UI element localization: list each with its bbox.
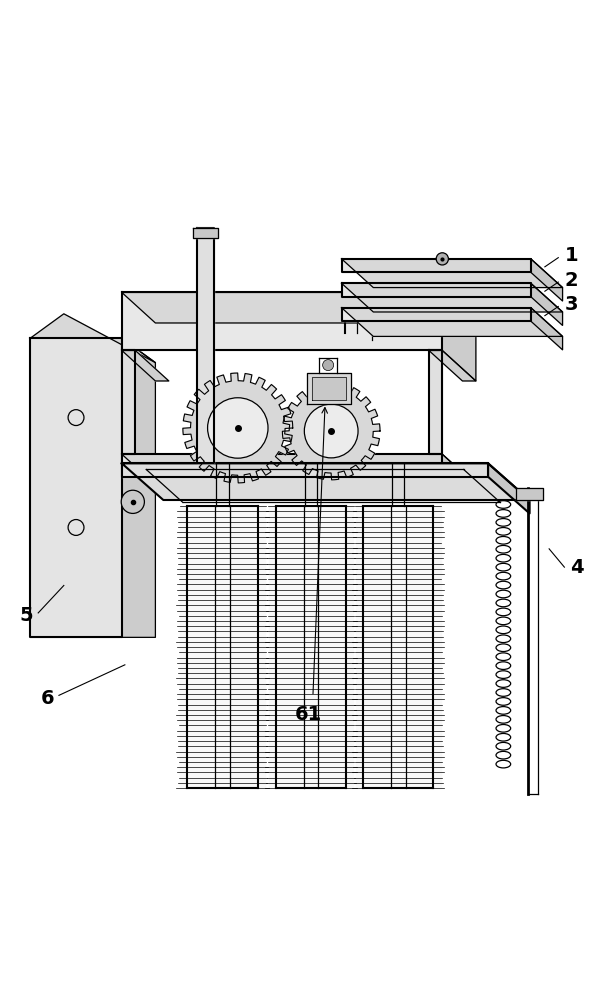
Polygon shape (531, 259, 562, 301)
Polygon shape (122, 338, 155, 637)
Polygon shape (342, 308, 562, 336)
Polygon shape (442, 292, 476, 381)
Polygon shape (312, 377, 346, 400)
Polygon shape (282, 382, 380, 480)
Text: 1: 1 (564, 246, 578, 265)
Polygon shape (307, 373, 351, 404)
Polygon shape (197, 228, 214, 463)
Polygon shape (122, 350, 136, 454)
Circle shape (304, 404, 358, 458)
Polygon shape (122, 292, 476, 323)
Polygon shape (429, 350, 442, 454)
Polygon shape (122, 463, 530, 500)
Polygon shape (342, 308, 531, 321)
Polygon shape (30, 338, 122, 637)
Polygon shape (342, 259, 562, 288)
Polygon shape (356, 506, 441, 788)
Polygon shape (429, 350, 476, 381)
Circle shape (323, 360, 334, 371)
Polygon shape (122, 463, 488, 477)
Polygon shape (442, 454, 476, 495)
Polygon shape (183, 373, 293, 483)
Polygon shape (342, 259, 531, 272)
Text: 6: 6 (41, 689, 55, 708)
Text: 2: 2 (564, 271, 578, 290)
Polygon shape (122, 292, 442, 350)
Polygon shape (30, 314, 155, 363)
Text: 3: 3 (564, 295, 578, 314)
Circle shape (121, 490, 144, 513)
Text: 61: 61 (294, 705, 322, 724)
Polygon shape (342, 283, 562, 312)
Polygon shape (122, 454, 442, 465)
Circle shape (208, 398, 268, 458)
Circle shape (436, 253, 448, 265)
Polygon shape (180, 506, 265, 788)
Polygon shape (342, 283, 531, 297)
Polygon shape (531, 308, 562, 350)
Text: 5: 5 (20, 606, 33, 625)
Polygon shape (516, 488, 543, 500)
Polygon shape (269, 506, 354, 788)
Polygon shape (122, 350, 169, 381)
Polygon shape (531, 283, 562, 325)
Polygon shape (193, 228, 217, 238)
Polygon shape (122, 454, 476, 485)
Polygon shape (488, 463, 530, 513)
Text: 4: 4 (570, 558, 584, 577)
